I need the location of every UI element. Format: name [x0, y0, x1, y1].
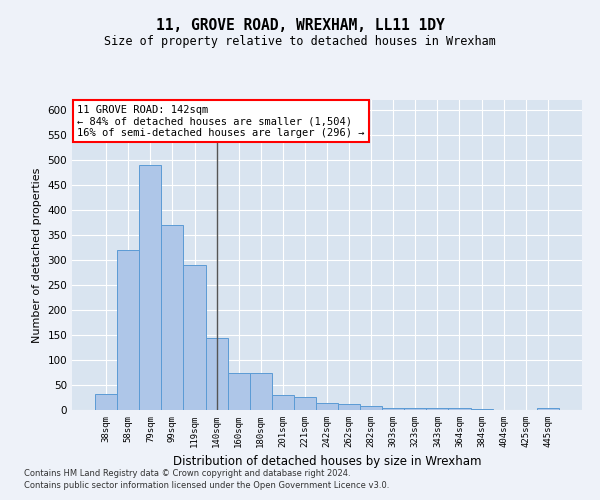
Bar: [250, 372, 272, 410]
Bar: [470, 408, 493, 410]
Bar: [161, 225, 184, 410]
Text: 11, GROVE ROAD, WREXHAM, LL11 1DY: 11, GROVE ROAD, WREXHAM, LL11 1DY: [155, 18, 445, 32]
Bar: [227, 372, 250, 410]
Bar: [382, 408, 404, 410]
X-axis label: Distribution of detached houses by size in Wrexham: Distribution of detached houses by size …: [173, 456, 481, 468]
Bar: [404, 408, 427, 410]
Bar: [360, 406, 382, 410]
Bar: [206, 338, 227, 410]
Text: Size of property relative to detached houses in Wrexham: Size of property relative to detached ho…: [104, 35, 496, 48]
Bar: [294, 396, 316, 410]
Bar: [95, 394, 117, 410]
Bar: [338, 404, 360, 410]
Bar: [117, 250, 139, 410]
Text: 11 GROVE ROAD: 142sqm
← 84% of detached houses are smaller (1,504)
16% of semi-d: 11 GROVE ROAD: 142sqm ← 84% of detached …: [77, 104, 365, 138]
Bar: [448, 408, 470, 410]
Bar: [316, 402, 338, 410]
Text: Contains public sector information licensed under the Open Government Licence v3: Contains public sector information licen…: [24, 481, 389, 490]
Bar: [184, 265, 206, 410]
Bar: [427, 408, 448, 410]
Text: Contains HM Land Registry data © Crown copyright and database right 2024.: Contains HM Land Registry data © Crown c…: [24, 468, 350, 477]
Bar: [272, 395, 294, 410]
Y-axis label: Number of detached properties: Number of detached properties: [32, 168, 42, 342]
Bar: [537, 408, 559, 410]
Bar: [139, 165, 161, 410]
